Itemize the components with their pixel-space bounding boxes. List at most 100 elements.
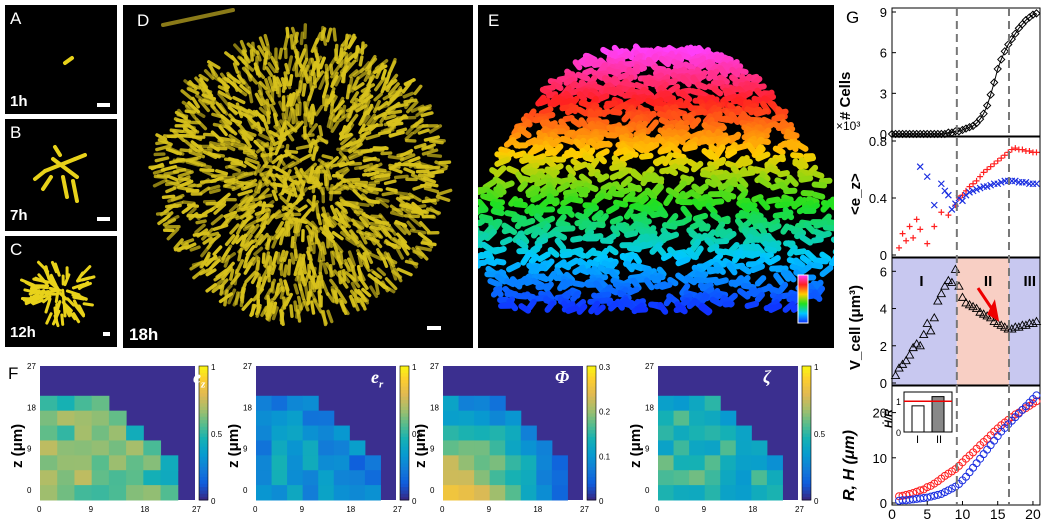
cell bbox=[669, 170, 675, 173]
colorbar-segment bbox=[199, 396, 208, 400]
colorbar-segment bbox=[400, 487, 409, 491]
cell bbox=[346, 202, 357, 203]
y-tick: 18 bbox=[430, 403, 439, 412]
cell bbox=[694, 164, 700, 169]
heatmap-cell bbox=[143, 440, 161, 455]
cell bbox=[801, 178, 810, 179]
data-point bbox=[977, 174, 983, 180]
cell bbox=[509, 169, 516, 172]
colorbar-segment bbox=[802, 389, 811, 393]
y-tick: 9 bbox=[645, 445, 650, 454]
heatmap-cell bbox=[109, 440, 127, 455]
colorbar-segment bbox=[587, 373, 596, 377]
cell bbox=[630, 289, 637, 292]
cell bbox=[595, 64, 602, 65]
heatmap-cell bbox=[505, 470, 521, 485]
cell bbox=[491, 250, 498, 251]
cell bbox=[293, 157, 300, 161]
cell bbox=[389, 111, 400, 113]
heatmap-cell bbox=[658, 411, 674, 426]
cell bbox=[666, 197, 670, 203]
cell bbox=[408, 222, 414, 229]
y-tick: 3 bbox=[880, 86, 887, 101]
heatmap-cell bbox=[57, 411, 75, 426]
cell bbox=[433, 140, 445, 141]
cell bbox=[516, 154, 523, 156]
cell bbox=[738, 215, 747, 216]
colorbar-segment bbox=[802, 413, 811, 417]
cell bbox=[354, 150, 367, 151]
cell bbox=[523, 255, 528, 263]
heatmap-cell bbox=[474, 470, 490, 485]
cell bbox=[778, 269, 786, 270]
y-tick: 0 bbox=[27, 486, 32, 495]
data-point bbox=[1026, 148, 1032, 154]
cell bbox=[535, 156, 544, 159]
colorbar-segment bbox=[400, 436, 409, 440]
cell bbox=[282, 313, 283, 323]
heatmap-cell bbox=[92, 485, 110, 500]
cell bbox=[593, 161, 597, 166]
cell bbox=[38, 287, 47, 288]
cell bbox=[214, 125, 226, 127]
colorbar-segment bbox=[199, 480, 208, 484]
panel-d: D 18h bbox=[123, 5, 473, 348]
colorbar-segment bbox=[199, 430, 208, 434]
colorbar-segment bbox=[400, 413, 409, 417]
cell bbox=[680, 167, 686, 170]
heatmap-cell bbox=[689, 470, 705, 485]
colorbar-segment bbox=[587, 423, 596, 427]
heatmap-cell bbox=[40, 411, 58, 426]
cell bbox=[708, 182, 714, 185]
cell bbox=[529, 193, 536, 195]
cell bbox=[751, 142, 758, 145]
y-axis-label: z (μm) bbox=[630, 424, 644, 468]
cell bbox=[211, 190, 219, 192]
data-point bbox=[970, 464, 977, 471]
data-point bbox=[984, 167, 990, 173]
plot-frame bbox=[892, 8, 1040, 136]
cell bbox=[272, 266, 274, 274]
colorbar-tick: 0 bbox=[814, 497, 819, 506]
cell bbox=[692, 193, 699, 197]
cell bbox=[526, 172, 533, 174]
colorbar-segment bbox=[802, 460, 811, 464]
cell bbox=[694, 187, 701, 192]
x-tick: 9 bbox=[702, 505, 707, 514]
cell bbox=[242, 184, 255, 189]
heatmap-cell bbox=[287, 455, 303, 470]
cell bbox=[803, 258, 809, 262]
cell bbox=[420, 175, 433, 176]
heatmap-cell bbox=[287, 411, 303, 426]
colorbar-segment bbox=[400, 423, 409, 427]
data-point bbox=[966, 469, 973, 476]
cell bbox=[816, 260, 825, 261]
colorbar-segment bbox=[400, 440, 409, 444]
cell bbox=[422, 243, 435, 245]
heatmap-cell bbox=[40, 470, 58, 485]
cell bbox=[754, 99, 762, 101]
cell bbox=[667, 297, 671, 303]
cell bbox=[531, 267, 536, 272]
cell bbox=[713, 215, 718, 218]
cell bbox=[646, 145, 651, 151]
cell bbox=[331, 65, 332, 73]
heatmap-cell bbox=[303, 426, 319, 441]
heatmap-cell bbox=[74, 440, 92, 455]
cell bbox=[334, 29, 335, 40]
data-point bbox=[974, 178, 980, 184]
cell bbox=[338, 149, 350, 150]
cell bbox=[814, 240, 821, 241]
colorbar-segment bbox=[587, 366, 596, 370]
colorbar-segment bbox=[587, 396, 596, 400]
cell bbox=[426, 188, 438, 191]
colorbar-segment bbox=[199, 423, 208, 427]
cell bbox=[620, 75, 626, 77]
cell bbox=[721, 185, 727, 188]
colorbar-segment bbox=[400, 456, 409, 460]
cell bbox=[559, 185, 567, 190]
cell bbox=[174, 160, 183, 161]
cell bbox=[703, 174, 710, 175]
cell bbox=[340, 272, 341, 283]
heatmap-cell bbox=[318, 455, 334, 470]
